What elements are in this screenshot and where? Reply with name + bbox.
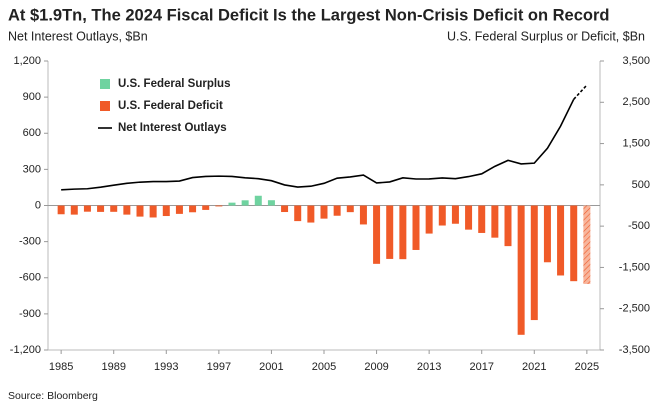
y2-tick-label: -1,500 xyxy=(619,261,650,273)
x-tick-label: 1985 xyxy=(49,361,73,373)
y-tick-label: -600 xyxy=(19,272,41,284)
bar xyxy=(346,205,354,213)
bar xyxy=(504,205,512,247)
bar xyxy=(149,205,157,218)
y-tick-label: 600 xyxy=(23,127,41,139)
bar xyxy=(110,205,118,212)
bar xyxy=(583,205,591,284)
legend-swatch xyxy=(100,79,110,89)
line xyxy=(61,98,575,191)
bar xyxy=(438,205,446,226)
source: Source: Bloomberg xyxy=(8,390,98,402)
y2-tick-label: 2,500 xyxy=(622,96,650,108)
x-tick-label: 2021 xyxy=(522,361,546,373)
bar xyxy=(451,205,459,224)
bar xyxy=(70,205,78,215)
bar xyxy=(175,205,183,214)
line-projection xyxy=(573,84,588,100)
bar xyxy=(425,205,433,234)
x-tick-label: 2017 xyxy=(469,361,493,373)
y-axis-label: Net Interest Outlays, $Bn xyxy=(8,29,148,43)
y-tick-label: -300 xyxy=(19,236,41,248)
x-tick-label: 2005 xyxy=(312,361,336,373)
x-tick-label: 2001 xyxy=(259,361,283,373)
y2-tick-label: -500 xyxy=(628,220,650,232)
bar xyxy=(202,205,210,210)
y-tick-label: -1,200 xyxy=(10,344,41,356)
y-tick-label: 900 xyxy=(23,91,41,103)
bar xyxy=(307,205,315,223)
bar xyxy=(83,205,91,212)
y2-tick-label: 500 xyxy=(632,179,650,191)
x-tick-label: 1997 xyxy=(207,361,231,373)
bar xyxy=(359,205,367,225)
bar xyxy=(136,205,144,217)
bar xyxy=(373,205,381,264)
bar xyxy=(491,205,499,238)
bar xyxy=(123,205,131,215)
y2-tick-label: -2,500 xyxy=(619,303,650,315)
x-tick-label: 1993 xyxy=(154,361,178,373)
bar xyxy=(386,205,394,259)
bar xyxy=(281,205,289,213)
bar xyxy=(543,205,551,263)
y-tick-label: 300 xyxy=(23,163,41,175)
chart-title: At $1.9Tn, The 2024 Fiscal Deficit Is th… xyxy=(8,6,610,24)
bar xyxy=(320,205,328,219)
x-tick-label: 2025 xyxy=(575,361,599,373)
legend-label: U.S. Federal Deficit xyxy=(118,100,223,112)
bar xyxy=(570,205,578,282)
bar xyxy=(228,202,236,206)
bar xyxy=(399,205,407,260)
y2-tick-label: 3,500 xyxy=(622,55,650,67)
y2-tick-label: -3,500 xyxy=(619,344,650,356)
bar xyxy=(162,205,170,217)
bar xyxy=(530,205,538,321)
bar xyxy=(465,205,473,230)
x-tick-label: 2009 xyxy=(364,361,388,373)
y-tick-label: 1,200 xyxy=(13,55,41,67)
legend-label: U.S. Federal Surplus xyxy=(118,78,230,90)
bar xyxy=(57,205,65,215)
bar xyxy=(241,200,249,206)
y2-tick-label: 1,500 xyxy=(622,137,650,149)
bar xyxy=(254,195,262,206)
legend-label: Net Interest Outlays xyxy=(118,122,227,134)
bar xyxy=(294,205,302,222)
bar xyxy=(189,205,197,213)
bar xyxy=(333,205,341,216)
bar xyxy=(412,205,420,250)
bar xyxy=(557,205,565,276)
bar xyxy=(97,205,105,212)
x-tick-label: 2013 xyxy=(417,361,441,373)
bar xyxy=(215,205,223,207)
y2-axis-label: U.S. Federal Surplus or Deficit, $Bn xyxy=(447,29,645,43)
bar xyxy=(267,200,275,206)
x-tick-label: 1989 xyxy=(101,361,125,373)
y-tick-label: -900 xyxy=(19,308,41,320)
bar xyxy=(478,205,486,233)
bar xyxy=(517,205,525,335)
legend-swatch xyxy=(100,101,110,111)
y-tick-label: 0 xyxy=(35,199,41,211)
